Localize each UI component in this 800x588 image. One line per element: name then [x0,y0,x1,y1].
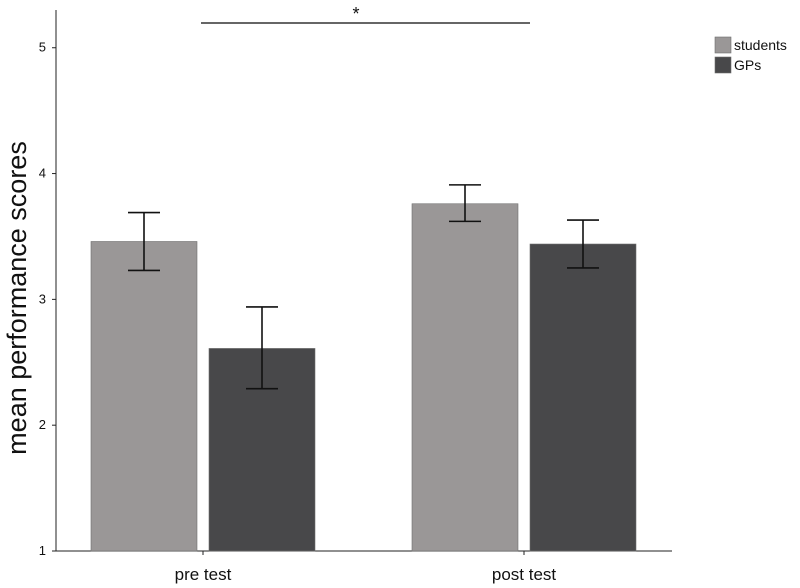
significance-annotation: * [201,4,530,24]
bar-gps-post-test [529,243,637,552]
y-tick-label: 3 [39,291,46,306]
category-label: pre test [175,565,232,584]
significance-star: * [352,4,359,24]
y-ticks: 1 2 3 4 5 [39,40,56,558]
y-tick-label: 4 [39,166,46,181]
y-tick-label: 2 [39,417,46,432]
bar-students-pre-test [90,241,198,552]
y-tick-label: 5 [39,40,46,55]
category-label: post test [492,565,557,584]
bar-students-post-test [411,203,519,552]
y-tick-label: 1 [39,543,46,558]
error-bars-group [128,184,599,390]
legend-swatch-gps [714,56,732,74]
bars-group [90,203,637,552]
legend-swatch-students [714,36,732,54]
legend-label-gps: GPs [734,57,761,73]
y-axis-label: mean performance scores [2,141,32,455]
category-labels: pre test post test [175,551,557,584]
legend-label-students: students [734,37,787,53]
legend: students GPs [714,36,787,74]
